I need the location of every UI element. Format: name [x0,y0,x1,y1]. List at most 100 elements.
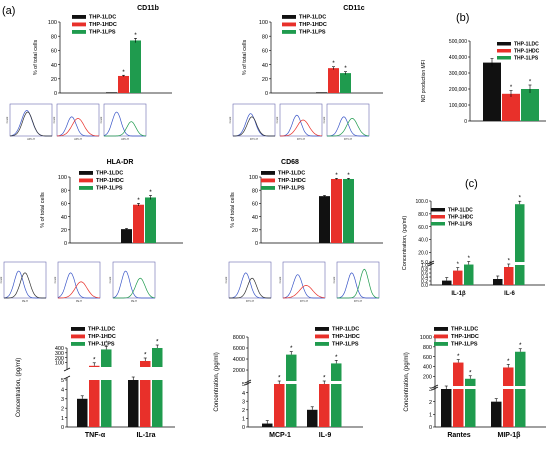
il1b_il6-bar [453,270,463,285]
tnf_il1ra-y-tick-label: 1 [61,416,64,422]
cd11b-y-tick-label: 100 [48,20,57,26]
rantes_mip1b-bar-lower [515,389,526,427]
rantes_mip1b-y-label: Concentration, (pg/ml) [404,352,410,411]
no-y-tick-label: 0 [464,119,467,125]
mcp1_il9-bar-upper [286,354,297,381]
hladr-hist-hdc-y-axis-label: Count [54,276,57,283]
cd11c-hist-ldc-frame [232,103,276,137]
cd11c-bar [340,73,351,93]
cd11b-hist-lps-x-axis-label: APC-H [121,138,129,141]
cd11b-legend-label: THP-1LPS [89,30,116,36]
mcp1_il9-legend-swatch [315,334,329,339]
hladr-hist-lps-x-axis-label: PE-H [131,300,137,303]
il1b_il6-y-tick-label: 60.0 [418,225,428,231]
no-legend-swatch [497,49,511,53]
mcp1_il9-significance-star: * [290,345,293,352]
cd11b-legend-swatch [72,22,86,27]
cd11c-hist-hdc-histogram-curve [280,119,323,137]
il1b_il6-y-tick-label: 80.0 [418,212,428,218]
cd68-legend-swatch [261,171,275,175]
mcp1_il9-y-tick-label: 2000 [233,368,245,374]
rantes_mip1b-bar-lower [503,389,514,427]
tnf_il1ra-y-tick-label: 2 [61,406,64,412]
mcp1_il9-y-label: Concentration, (pg/ml) [214,352,220,411]
cd11b-significance-star: * [134,32,137,39]
il1b_il6-axis-break [427,260,435,265]
cd68-hist-lps-x-axis-label: FITC-H [354,300,362,303]
mcp1_il9-legend-label: THP-1LDC [332,327,359,333]
cd11c-significance-star: * [332,60,335,67]
il1b_il6-legend-label: THP-1LPS [448,221,473,227]
hladr-hist-ldc-y-axis-label: Count [0,276,3,283]
rantes_mip1b-axis-break [431,384,439,389]
rantes_mip1b-legend-label: THP-1LPS [451,342,478,348]
cd11c-y-tick-label: 40 [262,63,268,69]
cd11c-legend-label: THP-1LDC [299,15,326,21]
cd11c-y-tick-label: 0 [265,91,268,97]
cd11c-y-tick-label: 20 [262,77,268,83]
no-legend-swatch [497,42,511,46]
rantes_mip1b-significance-star: * [457,353,460,360]
tnf_il1ra-bar-lower [140,380,151,427]
no-legend-label: THP-1LDC [514,41,539,47]
hladr-hist-lps-frame [112,261,156,299]
cd11b-hist-ldc-histogram-curve [9,110,52,137]
cd11b-hist-ldc-histogram-curve [10,111,52,137]
cd11b-title: CD11b [137,5,159,12]
mcp1_il9-y-tick-label: 2 [242,408,245,414]
cd11b-hist-hdc-histogram-curve [56,118,100,137]
il1b_il6-bar-upper [464,264,474,266]
tnf_il1ra-category-label: IL-1ra [136,432,155,439]
cd11c-bar [316,92,327,93]
rantes_mip1b-y-tick-label: 600 [423,355,432,361]
cd11c-y-tick-label: 100 [259,20,268,26]
rantes_mip1b-y-tick-label: 800 [423,345,432,351]
rantes_mip1b-y-tick-label: 400 [423,365,432,371]
cd11b-hist-lps-y-axis-label: Count [100,116,103,123]
il1b_il6-significance-star: * [468,256,471,262]
cd11b-bar [106,92,117,93]
tnf_il1ra-y-tick-label: 300 [55,351,64,357]
hladr-y-tick-label: 80 [61,188,67,194]
cd11b-hist-hdc-histogram-curve [56,116,99,137]
cd11b-legend-label: THP-1HDC [89,22,117,28]
mcp1_il9-category-label: MCP-1 [269,432,291,439]
cd11c-hist-ldc-x-axis-label: FITC-H [250,138,258,141]
cd68-legend-label: THP-1LDC [278,171,305,177]
cd11c-legend-swatch [282,30,296,34]
rantes_mip1b-bar-lower [453,389,464,427]
rantes_mip1b-category-label: MIP-1β [498,432,522,439]
rantes_mip1b-bar-lower [465,389,476,427]
il1b_il6-legend-swatch [431,215,445,219]
rantes_mip1b-bar-upper [465,378,476,386]
rantes_mip1b-legend-swatch [434,342,448,346]
no-legend-swatch [497,56,511,60]
hladr-hist-hdc-histogram-curve [57,272,100,299]
mcp1_il9-axis-break [244,379,252,384]
mcp1_il9-category-label: IL-9 [319,432,332,439]
cd68-title: CD68 [281,159,299,166]
mcp1_il9-legend-swatch [315,327,329,331]
cd11b-y-tick-label: 0 [54,91,57,97]
cd11c-legend-label: THP-1HDC [299,22,327,28]
tnf_il1ra-bar-upper [101,349,112,367]
cd68-significance-star: * [335,172,338,179]
tnf_il1ra-significance-star: * [156,339,159,346]
tnf_il1ra-legend-swatch [71,327,85,331]
il1b_il6-y-tick-label: 0.6 [421,271,428,277]
hladr-legend-label: THP-1LPS [96,186,123,192]
cd68-hist-lps-frame [336,261,380,299]
cd11c-hist-lps-x-axis-label: FITC-H [344,138,352,141]
cd68-y-tick-label: 0 [255,241,258,247]
il1b_il6-y-tick-label: 20.0 [418,251,428,257]
cd11b-bar [130,40,141,93]
hladr-bar [145,197,156,243]
cd68-y-tick-label: 20 [252,228,258,234]
il1b_il6-y-tick-label: 0.4 [421,275,428,281]
cd68-hist-ldc-x-axis-label: FITC-H [246,300,254,303]
tnf_il1ra-bar-upper [140,360,151,367]
mcp1_il9-bar [319,384,330,427]
hladr-hist-lps-histogram-curve [113,277,156,299]
rantes_mip1b-y-tick-label: 2 [429,400,432,406]
